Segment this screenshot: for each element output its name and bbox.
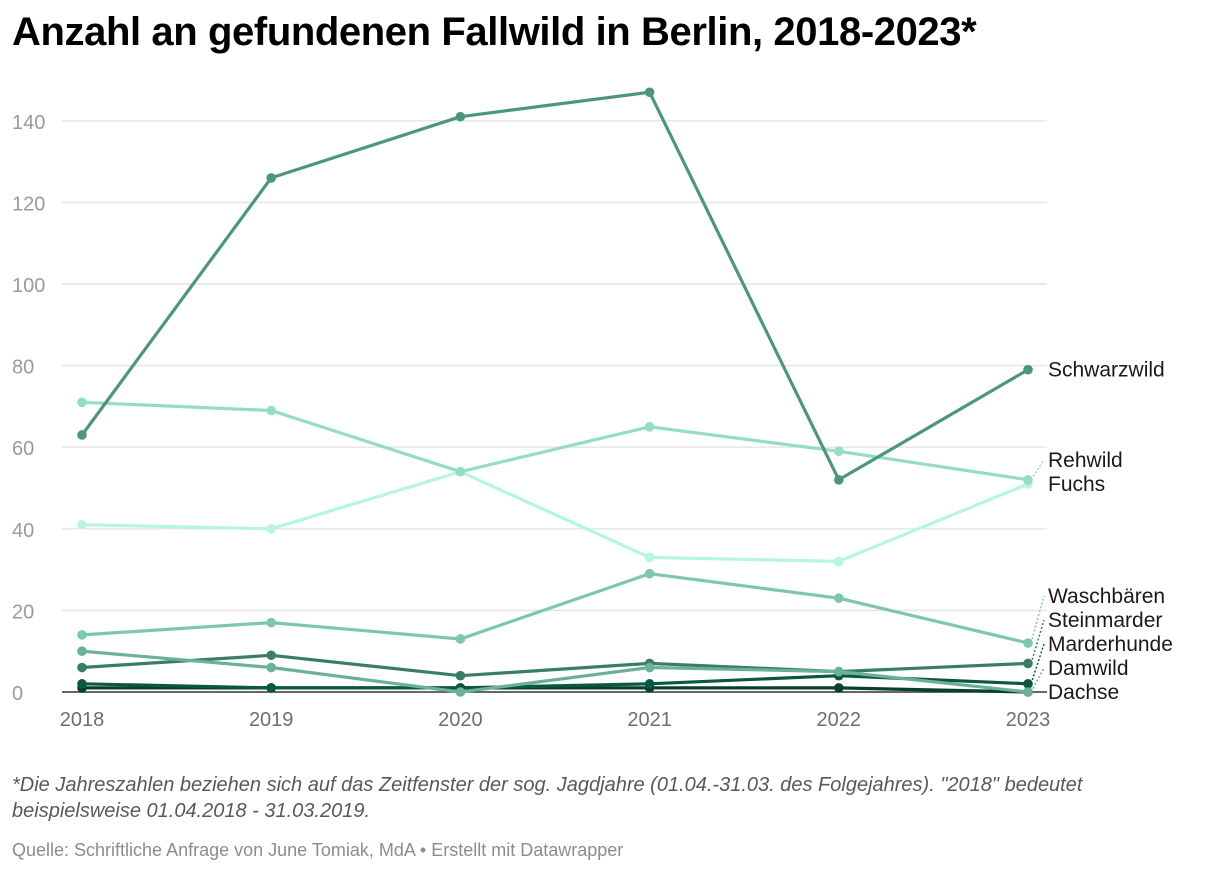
data-point-schwarzwild xyxy=(834,475,844,485)
data-point-rehwild xyxy=(1023,475,1033,485)
series-line-rehwild xyxy=(80,400,1030,482)
data-point-damwild xyxy=(644,662,655,673)
series-label-dachse: Dachse xyxy=(1048,681,1119,704)
data-point-waschbaeren xyxy=(1023,638,1033,648)
data-point-waschbaeren xyxy=(455,634,466,644)
chart-title: Anzahl an gefundenen Fallwild in Berlin,… xyxy=(12,10,977,54)
data-point-fuchs xyxy=(644,552,655,563)
y-tick-label: 80 xyxy=(12,357,34,379)
data-point-damwild xyxy=(455,687,466,697)
series-points xyxy=(77,87,1033,697)
data-point-schwarzwild xyxy=(77,430,87,440)
data-point-damwild xyxy=(77,646,87,656)
data-point-steinmarder xyxy=(266,650,277,661)
data-point-waschbaeren xyxy=(266,617,277,628)
data-point-marderhunde xyxy=(644,679,655,689)
y-tick-label: 20 xyxy=(12,601,34,623)
series-label-waschbaeren: Waschbären xyxy=(1048,585,1165,608)
label-connector-waschbaeren xyxy=(1030,595,1045,644)
data-point-marderhunde xyxy=(266,683,277,693)
data-point-marderhunde xyxy=(77,679,87,689)
data-point-steinmarder xyxy=(1023,658,1033,669)
y-tick-label: 140 xyxy=(12,112,45,134)
label-connector-damwild xyxy=(1030,667,1045,693)
series-label-marderhunde: Marderhunde xyxy=(1048,633,1173,656)
series-line-waschbaeren xyxy=(80,572,1030,645)
y-tick-label: 120 xyxy=(12,193,45,215)
data-point-rehwild xyxy=(834,446,844,457)
data-point-waschbaeren xyxy=(644,568,655,579)
data-point-waschbaeren xyxy=(77,630,87,640)
data-point-dachse xyxy=(834,683,844,693)
label-connector-marderhunde xyxy=(1030,643,1045,685)
series-lines xyxy=(80,90,1030,694)
y-tick-label: 0 xyxy=(12,683,23,705)
series-label-damwild: Damwild xyxy=(1048,657,1129,680)
data-point-damwild xyxy=(1023,687,1033,697)
series-line-damwild xyxy=(80,649,1030,694)
data-point-steinmarder xyxy=(455,670,466,681)
data-point-fuchs xyxy=(266,524,277,534)
chart-source: Quelle: Schriftliche Anfrage von June To… xyxy=(12,840,623,861)
x-axis-ticks: 2018 2019 2020 2021 2022 2023 xyxy=(60,709,1051,731)
series-line-fuchs xyxy=(80,470,1030,563)
x-tick-label: 2023 xyxy=(1006,709,1051,731)
data-point-damwild xyxy=(834,666,844,677)
data-point-marderhunde xyxy=(1023,679,1033,689)
series-label-schwarzwild: Schwarzwild xyxy=(1048,359,1165,382)
series-line-marderhunde xyxy=(80,674,1030,690)
series-line-schwarzwild xyxy=(80,90,1030,482)
y-tick-label: 60 xyxy=(12,438,34,460)
data-point-schwarzwild xyxy=(1023,364,1033,375)
y-tick-label: 40 xyxy=(12,520,34,542)
y-tick-label: 100 xyxy=(12,275,45,297)
series-line-steinmarder xyxy=(80,653,1030,678)
data-point-schwarzwild xyxy=(266,173,277,183)
data-point-damwild xyxy=(266,662,277,673)
x-tick-label: 2021 xyxy=(627,709,672,731)
source-label: Quelle: Schriftliche Anfrage von June To… xyxy=(12,840,415,860)
data-point-fuchs xyxy=(77,519,87,530)
series-label-steinmarder: Steinmarder xyxy=(1048,609,1162,632)
data-point-steinmarder xyxy=(77,662,87,673)
label-connector-steinmarder xyxy=(1030,619,1045,664)
data-point-rehwild xyxy=(266,405,277,416)
x-tick-label: 2022 xyxy=(817,709,862,731)
data-point-rehwild xyxy=(455,466,466,477)
data-point-rehwild xyxy=(77,397,87,408)
source-separator: • xyxy=(414,840,432,860)
data-point-schwarzwild xyxy=(455,111,466,122)
y-axis-ticks: 0 20 40 60 80 100 120 140 xyxy=(12,112,45,705)
data-point-fuchs xyxy=(834,556,844,567)
label-connector-rehwild xyxy=(1030,459,1045,481)
series-label-fuchs: Fuchs xyxy=(1048,473,1105,496)
data-point-waschbaeren xyxy=(834,593,844,603)
datawrapper-credit-link[interactable]: Erstellt mit Datawrapper xyxy=(431,840,624,860)
x-tick-label: 2019 xyxy=(249,709,294,731)
x-tick-label: 2018 xyxy=(60,709,105,731)
series-label-rehwild: Rehwild xyxy=(1048,449,1123,472)
data-point-schwarzwild xyxy=(644,87,655,98)
x-tick-label: 2020 xyxy=(438,709,483,731)
data-point-rehwild xyxy=(644,422,655,432)
chart-footnote: *Die Jahreszahlen beziehen sich auf das … xyxy=(12,774,1083,822)
